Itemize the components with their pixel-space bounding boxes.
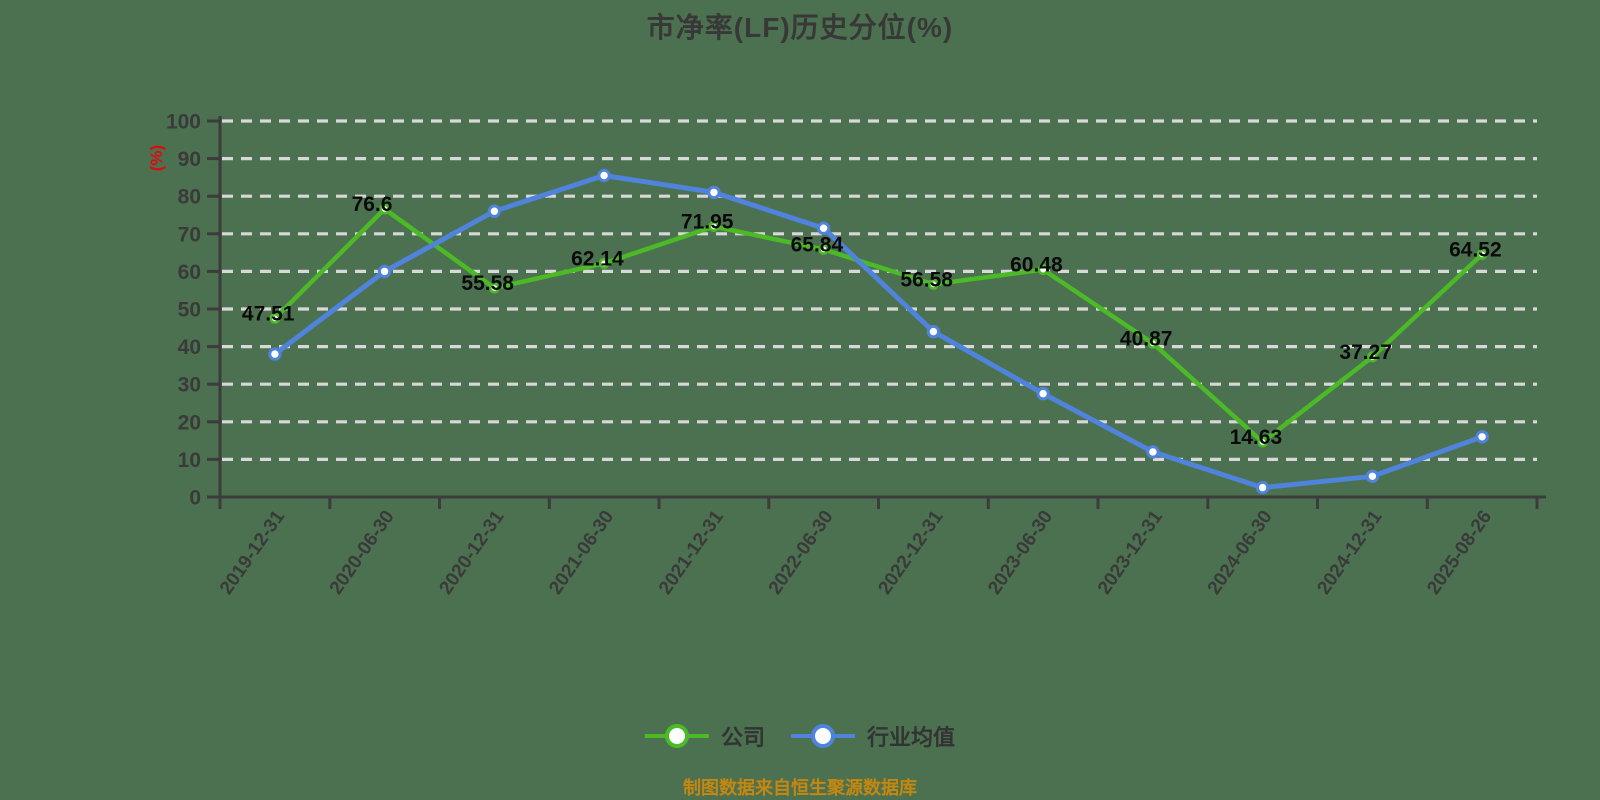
x-axis-tick-label: 2022-12-31: [875, 506, 948, 598]
industry-series-marker: [377, 264, 392, 279]
industry-series-marker: [1365, 469, 1380, 483]
company-series-line: [272, 206, 1485, 445]
industry-series-marker: [1255, 480, 1270, 495]
company-series-marker: [1147, 337, 1159, 349]
x-axis-tick-label: 2020-12-31: [436, 506, 509, 598]
x-axis-tick-label: 2023-06-30: [984, 507, 1057, 599]
x-axis-tick-label: 2021-12-31: [655, 506, 728, 598]
company-series-marker: [708, 221, 720, 233]
y-axis-tick-label: 0: [189, 487, 201, 510]
company-data-label: 71.95: [681, 211, 734, 234]
x-axis-tick-label: 2024-06-30: [1204, 507, 1277, 599]
y-axis-tick-label: 30: [178, 374, 201, 397]
company-data-label: 55.58: [461, 272, 514, 295]
y-axis-tick-label: 20: [178, 411, 201, 434]
legend-label-industry: 行业均值: [867, 725, 956, 750]
company-data-label: 40.87: [1120, 327, 1173, 350]
chart-title: 市净率(LF)历史分位(%): [646, 12, 954, 43]
x-axis-tick-label: 2023-12-31: [1094, 506, 1167, 598]
company-series-marker: [1257, 436, 1269, 448]
legend-label-company: 公司: [720, 725, 765, 750]
legend-item-industry[interactable]: 行业均值: [791, 720, 955, 752]
industry-series-marker: [1036, 386, 1050, 401]
company-series-marker: [379, 203, 391, 215]
y-axis-tick-label: 70: [178, 223, 201, 246]
y-axis-tick-label: 100: [166, 111, 201, 134]
y-axis-tick-label: 60: [178, 261, 201, 284]
company-series-marker: [1476, 248, 1488, 260]
industry-series-marker: [597, 168, 611, 183]
legend: 公司 行业均值: [0, 720, 1600, 752]
company-series-marker: [488, 282, 500, 294]
company-data-label: 65.84: [791, 233, 844, 256]
company-data-label: 47.51: [242, 302, 295, 325]
x-axis-tick-label: 2021-06-30: [545, 507, 618, 599]
footer-source-note: 制图数据来自恒生聚源数据库: [683, 778, 917, 798]
y-axis-tick-label: 50: [178, 299, 201, 322]
y-axis-tick-label: 40: [178, 336, 201, 359]
industry-series-marker: [1475, 430, 1489, 444]
x-axis-tick-label: 2022-06-30: [765, 507, 838, 599]
company-data-label: 37.27: [1339, 341, 1392, 364]
y-axis-tick-label: 10: [178, 449, 201, 472]
industry-series-marker: [816, 221, 831, 235]
company-data-label: 76.6: [352, 193, 393, 216]
x-axis-tick-label: 2020-06-30: [326, 507, 399, 599]
industry-series-line: [272, 173, 1485, 491]
company-series-marker: [269, 312, 281, 324]
company-series-marker: [1366, 351, 1378, 363]
x-axis-tick-label: 2025-08-26: [1423, 507, 1496, 599]
company-data-label: 62.14: [571, 247, 624, 270]
company-data-label: 14.63: [1230, 426, 1283, 449]
company-data-label: 60.48: [1010, 254, 1063, 277]
legend-item-company[interactable]: 公司: [644, 720, 765, 752]
y-axis-tick-label: 90: [178, 148, 201, 171]
company-data-label: 56.58: [900, 268, 953, 291]
company-series-marker: [1037, 264, 1049, 276]
industry-series-marker: [926, 324, 941, 339]
industry-series-marker: [487, 204, 502, 218]
industry-series-marker: [1146, 445, 1160, 459]
company-legend-marker-icon: [644, 724, 709, 748]
industry-series-marker: [707, 185, 721, 200]
y-axis-tick-label: 80: [178, 186, 201, 209]
x-axis-tick-label: 2019-12-31: [216, 506, 289, 598]
industry-series-marker: [268, 347, 282, 361]
x-axis-tick-label: 2024-12-31: [1314, 506, 1387, 598]
industry-legend-marker-icon: [791, 724, 855, 748]
company-series-marker: [598, 257, 610, 269]
company-series-marker: [927, 278, 939, 290]
company-series-marker: [818, 243, 830, 255]
company-data-label: 64.52: [1449, 238, 1502, 261]
